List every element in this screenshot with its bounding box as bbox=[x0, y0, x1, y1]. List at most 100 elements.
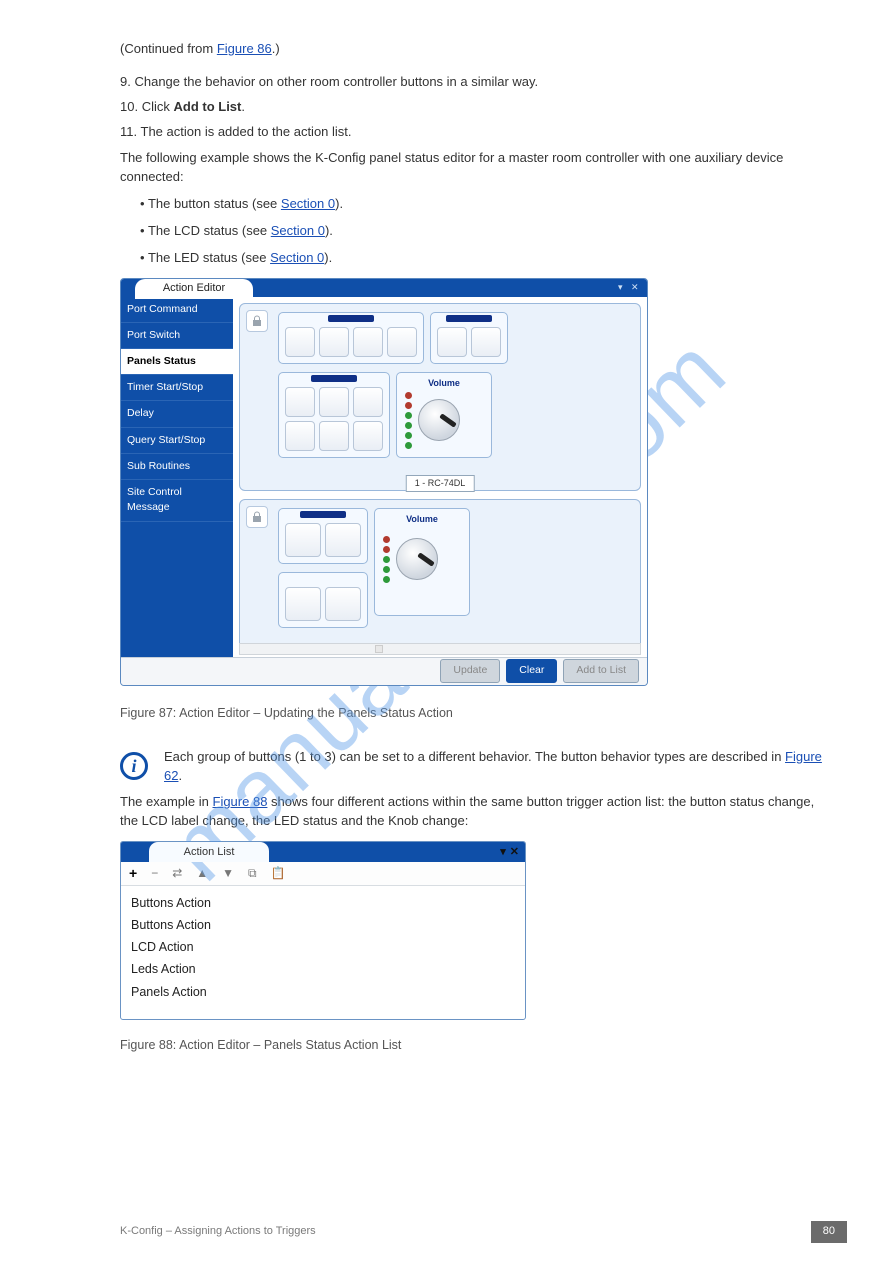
steps-list: 9. Change the behavior on other room con… bbox=[120, 73, 833, 142]
sidebar-item-site-control[interactable]: Site Control Message bbox=[121, 480, 233, 521]
continued-link[interactable]: Figure 86 bbox=[217, 41, 272, 56]
step-pretext: Click bbox=[142, 99, 174, 114]
volume-knob[interactable] bbox=[418, 399, 460, 441]
horizontal-scrollbar[interactable] bbox=[239, 643, 641, 655]
action-editor-footer: Update Clear Add to List bbox=[121, 657, 647, 685]
step-text: Change the behavior on other room contro… bbox=[134, 74, 538, 89]
panel-button[interactable] bbox=[285, 421, 315, 451]
lock-icon[interactable] bbox=[246, 310, 268, 332]
close-icon[interactable]: ✕ bbox=[510, 845, 519, 861]
minimize-icon[interactable]: ▾ bbox=[618, 281, 628, 291]
step-9: 9. Change the behavior on other room con… bbox=[120, 73, 833, 92]
window-buttons: ▾ ✕ bbox=[618, 281, 641, 291]
up-icon[interactable]: ▲ bbox=[196, 865, 208, 882]
step-number: 11. bbox=[120, 124, 137, 139]
bullet-2: • The LCD status (see Section 0). bbox=[140, 222, 833, 241]
group-label-bar bbox=[311, 375, 357, 382]
info-paragraph: i Each group of buttons (1 to 3) can be … bbox=[120, 748, 833, 786]
list-item[interactable]: Panels Action bbox=[131, 981, 515, 1003]
figure-88-link[interactable]: Figure 88 bbox=[213, 794, 268, 809]
led-icon bbox=[405, 412, 412, 419]
sidebar-item-port-switch[interactable]: Port Switch bbox=[121, 323, 233, 349]
sidebar-item-panels-status[interactable]: Panels Status bbox=[121, 349, 233, 375]
swap-icon[interactable]: ⇄ bbox=[172, 865, 182, 882]
sidebar-item-subroutines[interactable]: Sub Routines bbox=[121, 454, 233, 480]
led-stack bbox=[383, 536, 390, 583]
panel-button[interactable] bbox=[285, 587, 321, 621]
info-icon: i bbox=[120, 752, 148, 780]
panel-button[interactable] bbox=[387, 327, 417, 357]
lock-icon[interactable] bbox=[246, 506, 268, 528]
close-icon[interactable]: ✕ bbox=[631, 281, 641, 291]
panel-button[interactable] bbox=[285, 523, 321, 557]
add-icon[interactable]: + bbox=[129, 863, 137, 883]
update-button[interactable]: Update bbox=[440, 659, 500, 682]
sidebar-item-port-command[interactable]: Port Command bbox=[121, 297, 233, 323]
list-item[interactable]: Buttons Action bbox=[131, 914, 515, 936]
list-item[interactable]: Buttons Action bbox=[131, 892, 515, 914]
page-content: (Continued from Figure 86.) 9. Change th… bbox=[0, 0, 893, 1100]
figure-88-caption: Figure 88: Action Editor – Panels Status… bbox=[120, 1036, 833, 1054]
panel-button[interactable] bbox=[437, 327, 467, 357]
panel-1-top-row bbox=[278, 312, 632, 364]
group-label-bar bbox=[300, 511, 346, 518]
panel-1-caption: 1 - RC-74DL bbox=[406, 475, 475, 492]
section-link[interactable]: Section 0 bbox=[270, 250, 324, 265]
clear-button[interactable]: Clear bbox=[506, 659, 557, 682]
led-icon bbox=[383, 556, 390, 563]
action-editor-window: Action Editor ▾ ✕ Port Command Port Swit… bbox=[120, 278, 648, 686]
panel-button[interactable] bbox=[353, 327, 383, 357]
volume-group: Volume bbox=[396, 372, 492, 458]
action-editor-titlebar: Action Editor ▾ ✕ bbox=[121, 279, 647, 297]
info-text-block: Each group of buttons (1 to 3) can be se… bbox=[164, 748, 833, 786]
continued-from-note: (Continued from Figure 86.) bbox=[120, 40, 833, 59]
panel-button[interactable] bbox=[319, 387, 349, 417]
action-list-window: Action List ▾ ✕ + − ⇄ ▲ ▼ ⧉ 📋 Buttons Ac… bbox=[120, 841, 526, 1020]
panel-button[interactable] bbox=[319, 327, 349, 357]
step-11: 11. The action is added to the action li… bbox=[120, 123, 833, 142]
add-to-list-button[interactable]: Add to List bbox=[563, 659, 639, 682]
list-item[interactable]: Leds Action bbox=[131, 958, 515, 980]
panel-button[interactable] bbox=[285, 387, 315, 417]
button-group-2c bbox=[278, 572, 368, 628]
step-number: 9. bbox=[120, 74, 131, 89]
led-icon bbox=[405, 442, 412, 449]
sidebar-item-timer[interactable]: Timer Start/Stop bbox=[121, 375, 233, 401]
panel-button[interactable] bbox=[325, 523, 361, 557]
action-list-body: Buttons Action Buttons Action LCD Action… bbox=[121, 886, 525, 1019]
panel-button[interactable] bbox=[319, 421, 349, 451]
panel-button[interactable] bbox=[471, 327, 501, 357]
action-editor-body: Port Command Port Switch Panels Status T… bbox=[121, 297, 647, 657]
step-10: 10. Click Add to List. bbox=[120, 98, 833, 117]
section-link[interactable]: Section 0 bbox=[281, 196, 335, 211]
action-editor-tab[interactable]: Action Editor bbox=[135, 279, 253, 299]
minimize-icon[interactable]: ▾ bbox=[500, 845, 506, 861]
step-posttext: . bbox=[241, 99, 245, 114]
bullet-3: • The LED status (see Section 0). bbox=[140, 249, 833, 268]
led-stack bbox=[405, 392, 412, 449]
button-group-6 bbox=[278, 372, 390, 458]
remove-icon[interactable]: − bbox=[151, 865, 158, 882]
group-label-bar bbox=[328, 315, 374, 322]
panel-button[interactable] bbox=[325, 587, 361, 621]
info-para-2: The example in Figure 88 shows four diff… bbox=[120, 793, 833, 831]
led-icon bbox=[405, 422, 412, 429]
volume-label: Volume bbox=[383, 513, 461, 526]
paste-icon[interactable]: 📋 bbox=[271, 865, 286, 882]
page-footer: K-Config – Assigning Actions to Triggers… bbox=[120, 1221, 847, 1243]
action-list-tab[interactable]: Action List bbox=[149, 842, 269, 862]
down-icon[interactable]: ▼ bbox=[222, 865, 234, 882]
panel-button[interactable] bbox=[285, 327, 315, 357]
scrollbar-thumb[interactable] bbox=[375, 645, 383, 653]
panel-button[interactable] bbox=[353, 421, 383, 451]
sidebar-item-delay[interactable]: Delay bbox=[121, 401, 233, 427]
step-posttext: . bbox=[348, 124, 352, 139]
panel-button[interactable] bbox=[353, 387, 383, 417]
section-link[interactable]: Section 0 bbox=[271, 223, 325, 238]
volume-knob[interactable] bbox=[396, 538, 438, 580]
led-icon bbox=[383, 566, 390, 573]
copy-icon[interactable]: ⧉ bbox=[248, 865, 257, 882]
list-item[interactable]: LCD Action bbox=[131, 936, 515, 958]
page-number: 80 bbox=[811, 1221, 847, 1243]
sidebar-item-query[interactable]: Query Start/Stop bbox=[121, 428, 233, 454]
